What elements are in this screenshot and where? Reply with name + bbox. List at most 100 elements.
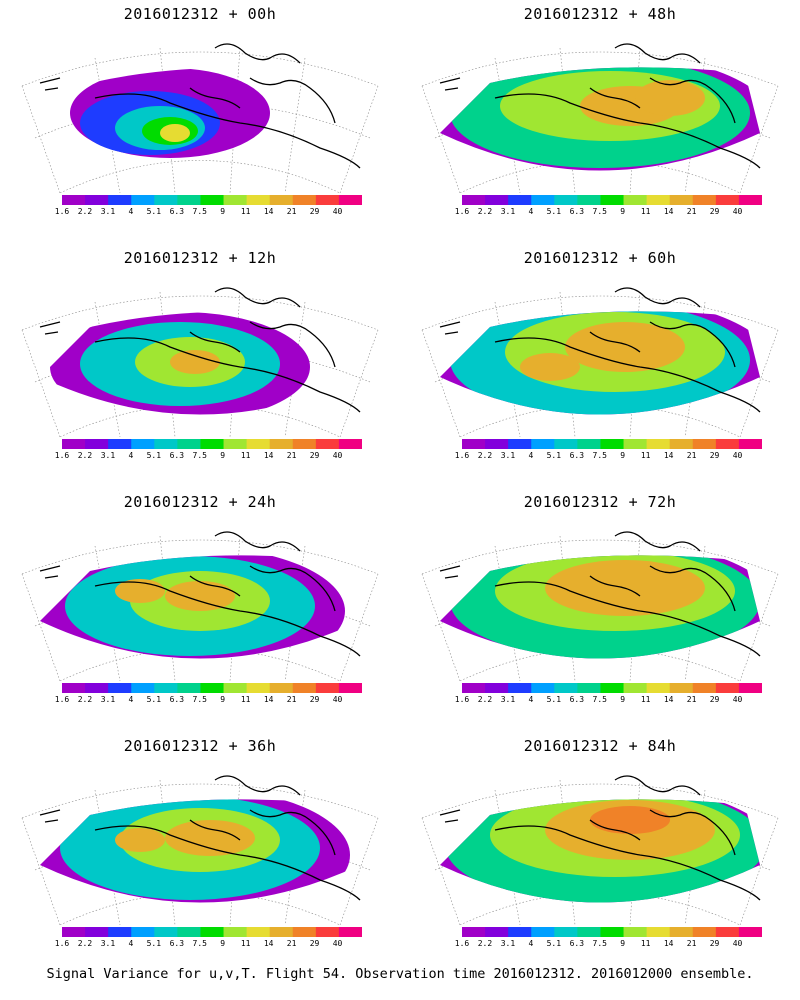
colorbar-label: 4 bbox=[528, 939, 534, 948]
colorbar-swatch bbox=[715, 927, 740, 937]
colorbar-swatch bbox=[154, 683, 178, 693]
colorbar-label: 29 bbox=[309, 207, 320, 216]
colorbar-swatch bbox=[85, 195, 109, 205]
polar-map bbox=[21, 43, 379, 193]
colorbar-label: 29 bbox=[309, 939, 320, 948]
colorbar-swatch bbox=[338, 439, 362, 449]
colorbar-swatch bbox=[154, 439, 178, 449]
colorbar-swatch bbox=[554, 439, 578, 449]
colorbar-swatch bbox=[692, 439, 717, 449]
coastline bbox=[39, 531, 361, 657]
colorbar-label: 21 bbox=[686, 451, 697, 460]
colorbar-swatch bbox=[577, 683, 601, 693]
colorbar-swatch bbox=[315, 683, 340, 693]
colorbar-swatch bbox=[62, 195, 86, 205]
colorbar-swatch bbox=[554, 195, 578, 205]
colorbar-label: 1.6 bbox=[54, 695, 70, 704]
forecast-panel: 2016012312 + 24h 1.6 2.2 3.1 4 5.1 6.3 7.5 9 11 14… bbox=[0, 488, 400, 732]
colorbar-label: 29 bbox=[709, 451, 720, 460]
colorbar-label: 3.1 bbox=[500, 451, 516, 460]
colorbar-swatch bbox=[531, 683, 555, 693]
colorbar-label: 6.3 bbox=[169, 451, 185, 460]
polar-map bbox=[421, 287, 779, 437]
colorbar-swatch bbox=[315, 439, 340, 449]
colorbar-swatch bbox=[62, 683, 86, 693]
colorbar-swatch bbox=[269, 439, 294, 449]
colorbar-swatch bbox=[292, 927, 317, 937]
colorbar-swatch bbox=[600, 195, 625, 205]
colorbar-swatch bbox=[462, 927, 486, 937]
variance-field bbox=[50, 312, 310, 415]
colorbar-label: 21 bbox=[286, 451, 297, 460]
colorbar-swatch bbox=[177, 927, 201, 937]
colorbar-label: 3.1 bbox=[500, 939, 516, 948]
panel-title: 2016012312 + 72h bbox=[523, 493, 677, 511]
colorbar-swatch bbox=[554, 927, 578, 937]
colorbar-label: 9 bbox=[220, 939, 226, 948]
variance-field bbox=[440, 311, 760, 415]
colorbar-swatch bbox=[200, 439, 225, 449]
colorbar-label: 6.3 bbox=[169, 695, 185, 704]
colorbar-swatch bbox=[508, 927, 532, 937]
colorbar-swatch bbox=[531, 927, 555, 937]
colorbar-label: 11 bbox=[240, 207, 251, 216]
colorbar-label: 7.5 bbox=[192, 695, 207, 704]
variance-contour bbox=[170, 350, 220, 374]
colorbar-swatch bbox=[338, 683, 362, 693]
colorbar-label: 6.3 bbox=[569, 207, 585, 216]
panel-title: 2016012312 + 36h bbox=[123, 737, 277, 755]
variance-contour bbox=[565, 322, 685, 372]
colorbar-swatch bbox=[131, 439, 155, 449]
polar-map bbox=[21, 531, 379, 681]
variance-contour bbox=[520, 353, 580, 381]
colorbar-swatch bbox=[646, 195, 671, 205]
colorbar-label: 11 bbox=[640, 695, 651, 704]
colorbar-swatch bbox=[485, 439, 509, 449]
colorbar-swatch bbox=[508, 439, 532, 449]
colorbar-label: 11 bbox=[640, 451, 651, 460]
colorbar-labels: 1.6 2.2 3.1 4 5.1 6.3 7.5 9 11 14 21 29 40 bbox=[55, 695, 355, 707]
variance-field bbox=[70, 68, 270, 158]
colorbar-label: 11 bbox=[240, 939, 251, 948]
colorbar-swatch bbox=[462, 683, 486, 693]
colorbar-label: 11 bbox=[240, 451, 251, 460]
forecast-panel: 2016012312 + 48h 1.6 2.2 3.1 4 5.1 6.3 7.5 9 11 14… bbox=[400, 0, 800, 244]
colorbar-swatch bbox=[623, 683, 648, 693]
colorbar-swatch bbox=[292, 683, 317, 693]
coastline bbox=[439, 531, 761, 657]
colorbar-swatch bbox=[669, 683, 694, 693]
colorbar bbox=[62, 439, 362, 449]
colorbar-swatch bbox=[223, 927, 248, 937]
colorbar-swatch bbox=[269, 927, 294, 937]
coastline bbox=[39, 775, 361, 901]
colorbar bbox=[462, 927, 762, 937]
panel-title: 2016012312 + 48h bbox=[523, 5, 677, 23]
variance-field bbox=[40, 799, 350, 903]
forecast-panel: 2016012312 + 84h 1.6 2.2 3.1 4 5.1 6.3 7.5 9 11 14… bbox=[400, 732, 800, 976]
variance-contour bbox=[590, 806, 670, 834]
colorbar-labels: 1.6 2.2 3.1 4 5.1 6.3 7.5 9 11 14 21 29 40 bbox=[455, 695, 755, 707]
colorbar-label: 1.6 bbox=[454, 451, 470, 460]
colorbar-label: 5.1 bbox=[146, 695, 162, 704]
forecast-panel: 2016012312 + 72h 1.6 2.2 3.1 4 5.1 6.3 7.5 9 11 14… bbox=[400, 488, 800, 732]
colorbar-swatch bbox=[108, 927, 132, 937]
colorbar bbox=[62, 927, 362, 937]
colorbar-label: 7.5 bbox=[592, 207, 607, 216]
panel-title: 2016012312 + 60h bbox=[523, 249, 677, 267]
colorbar-label: 6.3 bbox=[569, 939, 585, 948]
colorbar-label: 9 bbox=[220, 451, 226, 460]
colorbar-swatch bbox=[577, 927, 601, 937]
colorbar-label: 1.6 bbox=[454, 939, 470, 948]
colorbar-swatch bbox=[246, 683, 271, 693]
coastline bbox=[39, 287, 361, 413]
variance-contour bbox=[165, 581, 235, 611]
colorbar-swatch bbox=[62, 439, 86, 449]
colorbar-swatch bbox=[223, 683, 248, 693]
colorbar-label: 7.5 bbox=[592, 695, 607, 704]
variance-field bbox=[440, 67, 760, 171]
colorbar-label: 21 bbox=[286, 695, 297, 704]
colorbar-swatch bbox=[692, 195, 717, 205]
colorbar-swatch bbox=[646, 927, 671, 937]
colorbar-label: 40 bbox=[732, 939, 743, 948]
colorbar-label: 6.3 bbox=[169, 207, 185, 216]
